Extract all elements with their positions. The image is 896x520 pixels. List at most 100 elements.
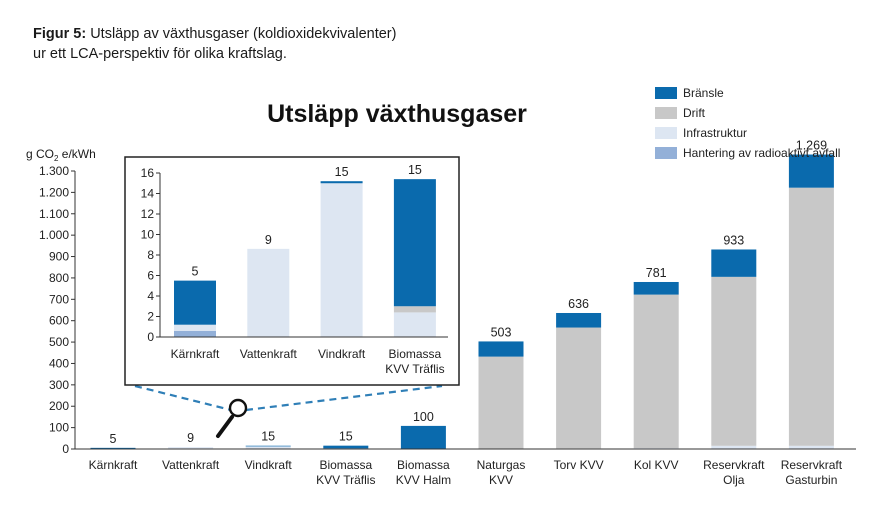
inset-y-tick-label: 2: [147, 310, 154, 324]
inset-category-labels: 5 Kärnkraft 9 Vattenkraft 15 Vindkraft 15 Bioma…: [171, 163, 445, 376]
magnifier-lens: [228, 398, 248, 418]
main-y-tick-label: 1.000: [39, 228, 69, 242]
inset-y-tick-label: 16: [141, 166, 155, 180]
main-bar-segment-drift: [633, 294, 679, 449]
main-y-tick-label: 900: [49, 250, 69, 264]
main-bar-segment-drift: [711, 276, 757, 446]
figure-number: Figur 5:: [33, 26, 87, 42]
inset-bar-total-label: 5: [192, 265, 199, 279]
inset-category-label: KVV Träflis: [385, 362, 444, 376]
inset-y-tick-label: 10: [141, 228, 155, 242]
inset-bar-segment-bransle: [393, 179, 436, 307]
inset-y-axis: 0 2 4 6 8 10 12 14 16: [141, 166, 161, 344]
inset-bar-segment-infrastruktur: [320, 183, 363, 337]
inset-bar-total-label: 9: [265, 233, 272, 247]
main-category-label: Kärnkraft: [89, 458, 138, 472]
legend-swatch-avfall: [655, 147, 677, 159]
inset-bar-segment-drift: [393, 306, 436, 313]
main-y-tick-label: 500: [49, 335, 69, 349]
legend-label-infrastruktur: Infrastruktur: [683, 126, 747, 140]
magnifier-handle: [216, 415, 234, 438]
inset-bar-segment-infrastruktur: [393, 312, 436, 337]
y-axis-label-prefix: g CO: [26, 147, 54, 161]
legend: Bränsle Drift Infrastruktur Hantering av ra…: [655, 86, 840, 160]
inset-y-tick-label: 12: [141, 207, 155, 221]
inset-bar-segment-avfall: [174, 330, 216, 337]
legend-swatch-infrastruktur: [655, 127, 677, 139]
legend-swatch-drift: [655, 107, 677, 119]
legend-label-drift: Drift: [683, 106, 706, 120]
main-bar-segment-infrastruktur: [711, 445, 757, 449]
legend-label-avfall: Hantering av radioaktivt avfall: [683, 146, 840, 160]
main-y-tick-label: 0: [62, 442, 69, 456]
main-category-label: Reservkraft: [781, 458, 843, 472]
main-bar-segment-bransle: [245, 445, 291, 447]
legend-label-bransle: Bränsle: [683, 86, 724, 100]
main-category-label: Olja: [723, 473, 745, 487]
main-bar-segment-drift: [556, 327, 602, 449]
zoom-dashed-line-left: [134, 384, 232, 412]
main-category-label: Torv KVV: [554, 458, 604, 472]
magnifier-icon: [216, 398, 248, 438]
inset-chart: 0 2 4 6 8 10 12 14 16 5 Kärnkraft 9 Vattenkraft 15 Vi…: [124, 156, 460, 386]
main-y-tick-label: 1.300: [39, 164, 69, 178]
inset-y-tick-label: 6: [147, 269, 154, 283]
legend-swatch-bransle: [655, 87, 677, 99]
main-y-tick-label: 700: [49, 292, 69, 306]
main-category-labels: 5 Kärnkraft 9 Vattenkraft 15 Vindkraft 15 Bioma…: [89, 139, 843, 487]
main-bar-total-label: 5: [110, 432, 117, 446]
main-y-tick-label: 400: [49, 356, 69, 370]
inset-category-label: Kärnkraft: [171, 347, 220, 361]
zoom-connector: [134, 384, 443, 412]
main-bar-segment-bransle: [400, 425, 446, 449]
figure-caption: Figur 5: Utsläpp av växthusgaser (koldio…: [33, 24, 396, 64]
y-axis-label-subscript: 2: [54, 154, 59, 163]
main-category-label: KVV Halm: [396, 473, 451, 487]
zoom-dashed-line-right: [245, 384, 443, 412]
figure-caption-line-2: ur ett LCA-perspektiv för olika kraftsla…: [33, 46, 287, 62]
inset-bar-total-label: 15: [335, 165, 349, 179]
inset-bar-segment-bransle: [174, 280, 216, 325]
inset-bars: [174, 179, 436, 337]
main-y-tick-label: 100: [49, 421, 69, 435]
main-bar-segment-infrastruktur: [788, 445, 834, 449]
main-bar-total-label: 100: [413, 410, 434, 424]
main-bar-total-label: 933: [723, 233, 744, 247]
inset-y-tick-label: 8: [147, 248, 154, 262]
main-bar-total-label: 9: [187, 431, 194, 445]
y-axis-label: g CO2 e/kWh: [26, 147, 96, 163]
main-y-tick-label: 1.200: [39, 185, 69, 199]
main-category-label: KVV Träflis: [316, 473, 375, 487]
inset-bar-segment-infrastruktur: [247, 248, 290, 337]
main-category-label: Biomassa: [397, 458, 450, 472]
y-axis-label-suffix: e/kWh: [58, 147, 95, 161]
main-bar-total-label: 503: [491, 325, 512, 339]
main-bar-segment-bransle: [556, 312, 602, 328]
main-bar-segment-bransle: [90, 447, 136, 449]
inset-category-label: Vindkraft: [318, 347, 366, 361]
main-bar-segment-infrastruktur: [168, 447, 214, 449]
inset-y-tick-label: 0: [147, 330, 154, 344]
main-bar-segment-drift: [478, 356, 524, 449]
main-bar-segment-drift: [788, 187, 834, 446]
main-bar-segment-bransle: [633, 281, 679, 295]
main-bar-segment-bransle: [478, 341, 524, 357]
main-category-label: KVV: [489, 473, 513, 487]
main-category-label: Kol KVV: [634, 458, 679, 472]
main-bar-total-label: 1.269: [796, 139, 827, 153]
main-bar-segment-bransle: [323, 445, 369, 449]
figure-caption-line-1: Figur 5: Utsläpp av växthusgaser (koldio…: [33, 24, 396, 44]
main-category-label: Reservkraft: [703, 458, 765, 472]
main-bar-segment-bransle: [788, 154, 834, 188]
figure-caption-text-1: Utsläpp av växthusgaser (koldioxidekviva…: [90, 26, 397, 42]
main-bar-segment-bransle: [711, 249, 757, 277]
main-category-label: Vindkraft: [245, 458, 293, 472]
main-y-axis: 0 100 200 300 400 500 600 700 800 900 1.000 1.100 1.…: [39, 164, 76, 456]
main-y-tick-label: 300: [49, 378, 69, 392]
main-category-label: Biomassa: [319, 458, 372, 472]
inset-bar-segment-infrastruktur: [174, 324, 216, 331]
main-category-label: Naturgas: [477, 458, 526, 472]
main-bar-total-label: 781: [646, 266, 667, 280]
main-category-label: Gasturbin: [785, 473, 837, 487]
